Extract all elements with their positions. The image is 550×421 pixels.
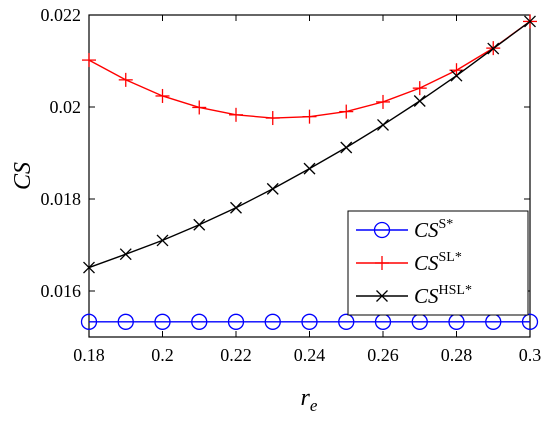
y-tick-label: 0.02: [50, 97, 82, 117]
data-point-x-b: [413, 95, 426, 107]
data-point-x: [193, 218, 206, 231]
legend-label-main: CS: [414, 218, 439, 242]
data-point-circle: [264, 313, 281, 330]
legend-label: CSSL*: [414, 250, 462, 275]
data-point-plus: [302, 109, 317, 124]
data-point-circle: [117, 313, 134, 330]
x-tick-label: 0.26: [367, 345, 399, 365]
data-point-plus: [155, 88, 170, 103]
y-tick-label: 0.022: [41, 5, 82, 25]
legend-label-superscript: S*: [439, 217, 454, 232]
data-point-x-b: [83, 261, 95, 274]
x-tick-label: 0.18: [73, 345, 105, 365]
data-point-plus: [118, 72, 133, 87]
legend-label: CSS*: [414, 217, 453, 242]
data-point-plus: [412, 81, 427, 96]
legend-item: CSHSL*: [356, 283, 472, 308]
x-axis-label-main: r: [301, 385, 311, 411]
data-point-plus: [265, 111, 280, 126]
data-point-x-b: [524, 15, 536, 28]
data-point-x: [303, 162, 316, 175]
legend-label-main: CS: [414, 284, 439, 308]
y-tick-label: 0.018: [41, 189, 82, 209]
data-point-x-b: [340, 141, 353, 154]
data-point-plus: [375, 256, 389, 270]
data-point-x-b: [303, 162, 316, 175]
data-point-plus: [376, 94, 390, 109]
data-point-plus: [229, 107, 243, 122]
data-point-x: [524, 15, 536, 28]
data-point-x: [340, 141, 353, 154]
x-axis-label: re: [301, 385, 318, 415]
y-axis-label: CS: [10, 162, 36, 190]
data-point-x-b: [376, 290, 388, 302]
x-tick-label: 0.24: [294, 345, 326, 365]
data-point-x: [156, 234, 169, 247]
data-point-circle: [80, 313, 98, 330]
data-point-x: [413, 95, 426, 107]
legend: CSS*CSSL*CSHSL*: [347, 210, 529, 316]
series-layer: [80, 14, 539, 330]
data-point-x-b: [377, 118, 389, 131]
axis-ticks: 0.18 0.2 0.22 0.24 0.26 0.28 0.3 0.016 0.018 0.02…: [41, 5, 542, 365]
legend-label-superscript: SL*: [439, 250, 462, 265]
data-point-x: [376, 290, 388, 302]
data-point-x-b: [193, 218, 206, 231]
data-point-x-b: [450, 69, 463, 82]
data-point-x: [450, 69, 463, 82]
data-point-circle: [521, 313, 539, 330]
data-point-x: [487, 42, 500, 55]
data-point-circle: [227, 313, 245, 330]
x-axis-label-subscript: e: [310, 396, 318, 415]
data-point-x-b: [487, 42, 500, 55]
legend-item: CSSL*: [356, 250, 462, 275]
legend-item: CSS*: [356, 217, 453, 242]
series-hsl: [83, 15, 536, 274]
data-point-x-b: [266, 182, 279, 195]
data-point-x: [230, 201, 242, 214]
data-point-circle: [301, 313, 318, 330]
legend-label-main: CS: [414, 251, 439, 275]
x-tick-label: 0.28: [441, 345, 473, 365]
y-tick-label: 0.016: [41, 281, 82, 301]
data-point-plus: [82, 53, 96, 68]
x-tick-label: 0.3: [519, 345, 542, 365]
legend-label-superscript: HSL*: [439, 283, 472, 298]
x-tick-label: 0.2: [151, 345, 174, 365]
data-point-circle: [191, 313, 208, 330]
data-point-plus: [192, 100, 207, 115]
data-point-x: [83, 261, 95, 274]
data-point-x-b: [230, 201, 242, 214]
data-point-x-b: [156, 234, 169, 247]
data-point-x: [119, 248, 132, 261]
legend-label: CSHSL*: [414, 283, 472, 308]
data-point-x: [377, 118, 389, 131]
data-point-circle: [373, 221, 391, 239]
data-point-circle: [154, 313, 171, 330]
data-point-circle: [338, 313, 355, 330]
x-tick-label: 0.22: [220, 345, 252, 365]
data-point-x-b: [119, 248, 132, 261]
data-point-plus: [339, 104, 354, 119]
data-point-x: [266, 182, 279, 195]
